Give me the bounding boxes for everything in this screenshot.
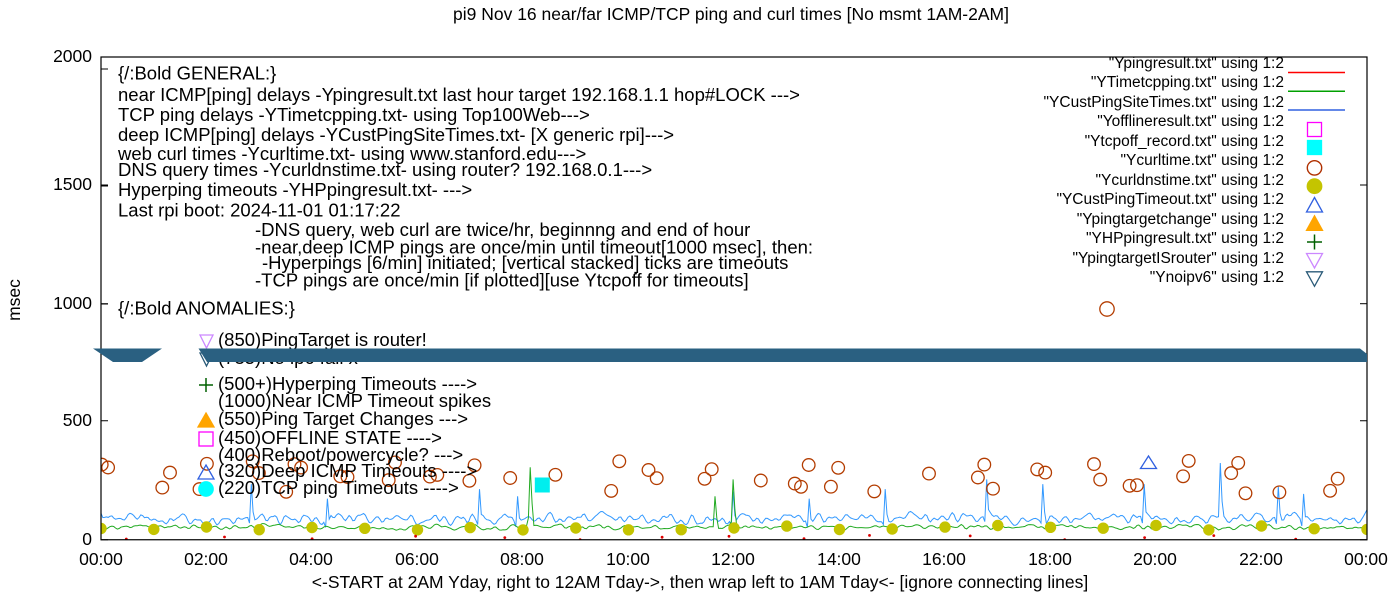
svg-text:Hyperping timeouts -YHPpingres: Hyperping timeouts -YHPpingresult.txt- -… [118,179,472,200]
svg-text:TCP ping delays -YTimetcpping.: TCP ping delays -YTimetcpping.txt- using… [118,104,590,125]
svg-text:08:00: 08:00 [500,549,544,569]
svg-text:04:00: 04:00 [289,549,333,569]
svg-text:{/:Bold ANOMALIES:}: {/:Bold ANOMALIES:} [118,298,295,319]
svg-text:(550)Ping Target Changes --->: (550)Ping Target Changes ---> [218,408,468,429]
svg-text:"YTimetcpping.txt" using 1:2: "YTimetcpping.txt" using 1:2 [1091,74,1284,91]
svg-text:deep ICMP[ping] delays -YCustP: deep ICMP[ping] delays -YCustPingSiteTim… [118,124,674,145]
svg-text:-TCP pings are once/min [if pl: -TCP pings are once/min [if plotted][use… [255,270,749,291]
svg-text:msec: msec [4,279,24,321]
svg-text:20:00: 20:00 [1133,549,1177,569]
svg-text:12:00: 12:00 [711,549,755,569]
svg-text:00:00: 00:00 [1344,549,1388,569]
svg-text:near ICMP[ping] delays -Ypingr: near ICMP[ping] delays -Ypingresult.txt … [118,84,800,105]
svg-text:18:00: 18:00 [1028,549,1072,569]
svg-text:"Yofflineresult.txt" using 1:2: "Yofflineresult.txt" using 1:2 [1097,113,1284,130]
svg-text:1000: 1000 [53,293,92,313]
svg-text:"Ytcpoff_record.txt" using 1:2: "Ytcpoff_record.txt" using 1:2 [1085,133,1284,150]
svg-text:pi9 Nov 16 near/far ICMP/TCP: pi9 Nov 16 near/far ICMP/TCP ping and cu… [453,4,1009,24]
svg-text:1500: 1500 [53,174,92,194]
svg-text:00:00: 00:00 [79,549,123,569]
svg-text:500: 500 [63,410,92,430]
svg-text:2000: 2000 [53,46,92,66]
svg-text:"YHPpingresult.txt" using 1:2: "YHPpingresult.txt" using 1:2 [1086,230,1284,247]
svg-text:"Ypingresult.txt" using 1:2: "Ypingresult.txt" using 1:2 [1109,55,1284,72]
svg-text:{/:Bold GENERAL:}: {/:Bold GENERAL:} [118,62,276,83]
svg-text:14:00: 14:00 [817,549,861,569]
svg-text:0: 0 [82,529,92,549]
svg-text:16:00: 16:00 [922,549,966,569]
svg-text:<-START at 2AM Yday, right to: <-START at 2AM Yday, right to 12AM Tday-… [312,572,1088,592]
svg-text:"Ynoipv6" using 1:2: "Ynoipv6" using 1:2 [1150,269,1284,286]
svg-text:(220)TCP ping Timeouts ---->: (220)TCP ping Timeouts ----> [218,477,459,498]
svg-text:22:00: 22:00 [1239,549,1283,569]
svg-text:"Ycurldnstime.txt" using 1:2: "Ycurldnstime.txt" using 1:2 [1096,172,1284,189]
svg-text:Last rpi boot: 2024-11-01 01:1: Last rpi boot: 2024-11-01 01:17:22 [118,199,401,220]
svg-text:"YCustPingSiteTimes.txt" using: "YCustPingSiteTimes.txt" using 1:2 [1044,94,1284,111]
svg-text:"Ypingtargetchange" using 1:2: "Ypingtargetchange" using 1:2 [1077,211,1284,228]
svg-text:06:00: 06:00 [395,549,439,569]
svg-text:10:00: 10:00 [606,549,650,569]
svg-text:"YCustPingTimeout.txt" using 1: "YCustPingTimeout.txt" using 1:2 [1056,191,1284,208]
svg-text:DNS query times -Ycurldnstime.: DNS query times -Ycurldnstime.txt- using… [118,159,652,180]
svg-text:"Ycurltime.txt" using 1:2: "Ycurltime.txt" using 1:2 [1121,152,1284,169]
svg-text:02:00: 02:00 [184,549,228,569]
svg-text:"YpingtargetISrouter" using 1:: "YpingtargetISrouter" using 1:2 [1073,250,1284,267]
